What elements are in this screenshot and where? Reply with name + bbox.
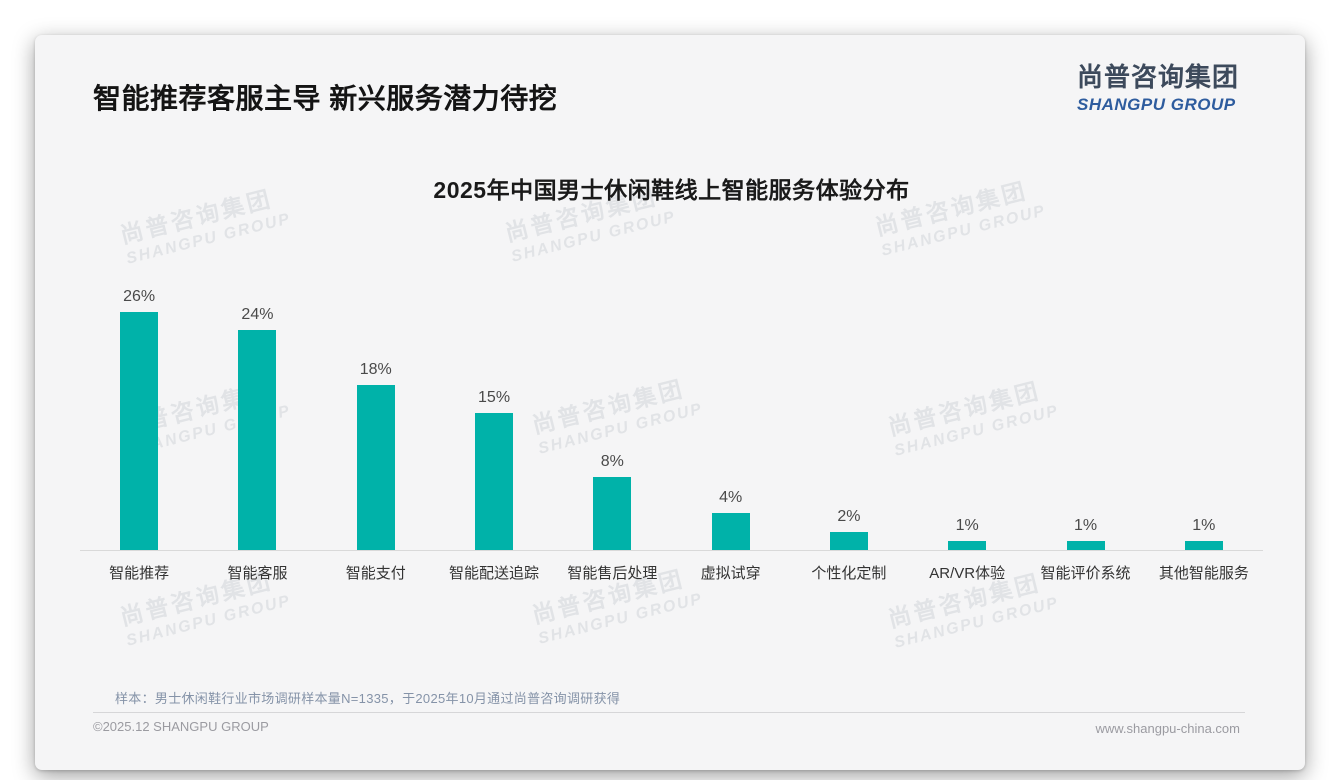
watermark-english-text: SHANGPU GROUP [892, 594, 1061, 652]
brand-logo-chinese: 尚普咨询集团 [1076, 62, 1239, 92]
slide-card: 尚普咨询集团 SHANGPU GROUP 尚普咨询集团 SHANGPU GROUP 尚普… [35, 35, 1305, 770]
copyright-text: ©2025.12 SHANGPU GROUP [93, 719, 269, 734]
bar [948, 541, 987, 550]
bar [593, 477, 632, 550]
category-axis: 智能推荐 智能客服 智能支付 智能配送追踪 智能售后处理 虚拟试穿 个性化定制 AR/VR体验… [80, 562, 1263, 583]
bar-category-label: 智能客服 [227, 565, 288, 582]
bar [356, 385, 395, 550]
bar-column: 1% [1026, 240, 1144, 550]
bar-category-label: 个性化定制 [811, 565, 887, 582]
bar-value-label: 2% [837, 508, 861, 525]
bar-category-label: 智能售后处理 [567, 565, 658, 582]
bar-category-label: 智能支付 [345, 565, 406, 582]
bar-column: 15% [435, 240, 553, 550]
footer-divider [93, 712, 1245, 713]
bar-category-label: AR/VR体验 [929, 565, 1006, 582]
bar-column: 26% [80, 240, 198, 550]
bar-value-label: 1% [1073, 517, 1098, 534]
bar-category-label: 智能评价系统 [1040, 565, 1131, 582]
bar-value-label: 8% [600, 453, 624, 470]
bar [475, 413, 514, 550]
bar-value-label: 1% [1192, 517, 1216, 534]
website-url: www.shangpu-china.com [1095, 721, 1240, 736]
bar-column: 1% [1145, 240, 1263, 550]
bar-value-label: 1% [955, 517, 979, 534]
bar-chart: 26% 24% 18% 15% 8% 4% 2% 1% 1% 1% [80, 240, 1263, 551]
bar-column: 8% [553, 240, 671, 550]
bar-category-label: 智能配送追踪 [449, 565, 540, 582]
bar-column: 4% [671, 240, 789, 550]
bar [1066, 541, 1105, 550]
bar-category-label: 其他智能服务 [1158, 565, 1249, 582]
bar-value-label: 24% [241, 306, 274, 323]
bar [238, 330, 277, 550]
bar-column: 18% [317, 240, 435, 550]
brand-logo: 尚普咨询集团 SHANGPU GROUP [1077, 57, 1239, 115]
bar-column: 2% [790, 240, 908, 550]
bar-column: 1% [908, 240, 1026, 550]
chart-title-wrap: 2025年中国男士休闲鞋线上智能服务体验分布 [80, 171, 1263, 205]
bar-category-label: 虚拟试穿 [700, 565, 761, 582]
bar-category-label: 智能推荐 [109, 565, 170, 582]
watermark-english-text: SHANGPU GROUP [124, 592, 293, 650]
sample-note: 样本：男士休闲鞋行业市场调研样本量N=1335，于2025年10月通过尚普咨询调… [115, 691, 621, 706]
bar-column: 24% [198, 240, 316, 550]
watermark-english-text: SHANGPU GROUP [536, 590, 705, 648]
bar-value-label: 15% [478, 389, 511, 406]
bar [711, 513, 750, 550]
bar-value-label: 4% [719, 489, 743, 506]
bar [829, 532, 868, 550]
brand-logo-english: SHANGPU GROUP [1076, 95, 1236, 114]
bar-value-label: 26% [123, 288, 156, 305]
bar [1184, 541, 1223, 550]
bar [120, 312, 159, 550]
bar-value-label: 18% [359, 361, 392, 378]
chart-title: 2025年中国男士休闲鞋线上智能服务体验分布 [433, 177, 910, 203]
page-title: 智能推荐客服主导 新兴服务潜力待挖 [93, 83, 558, 114]
